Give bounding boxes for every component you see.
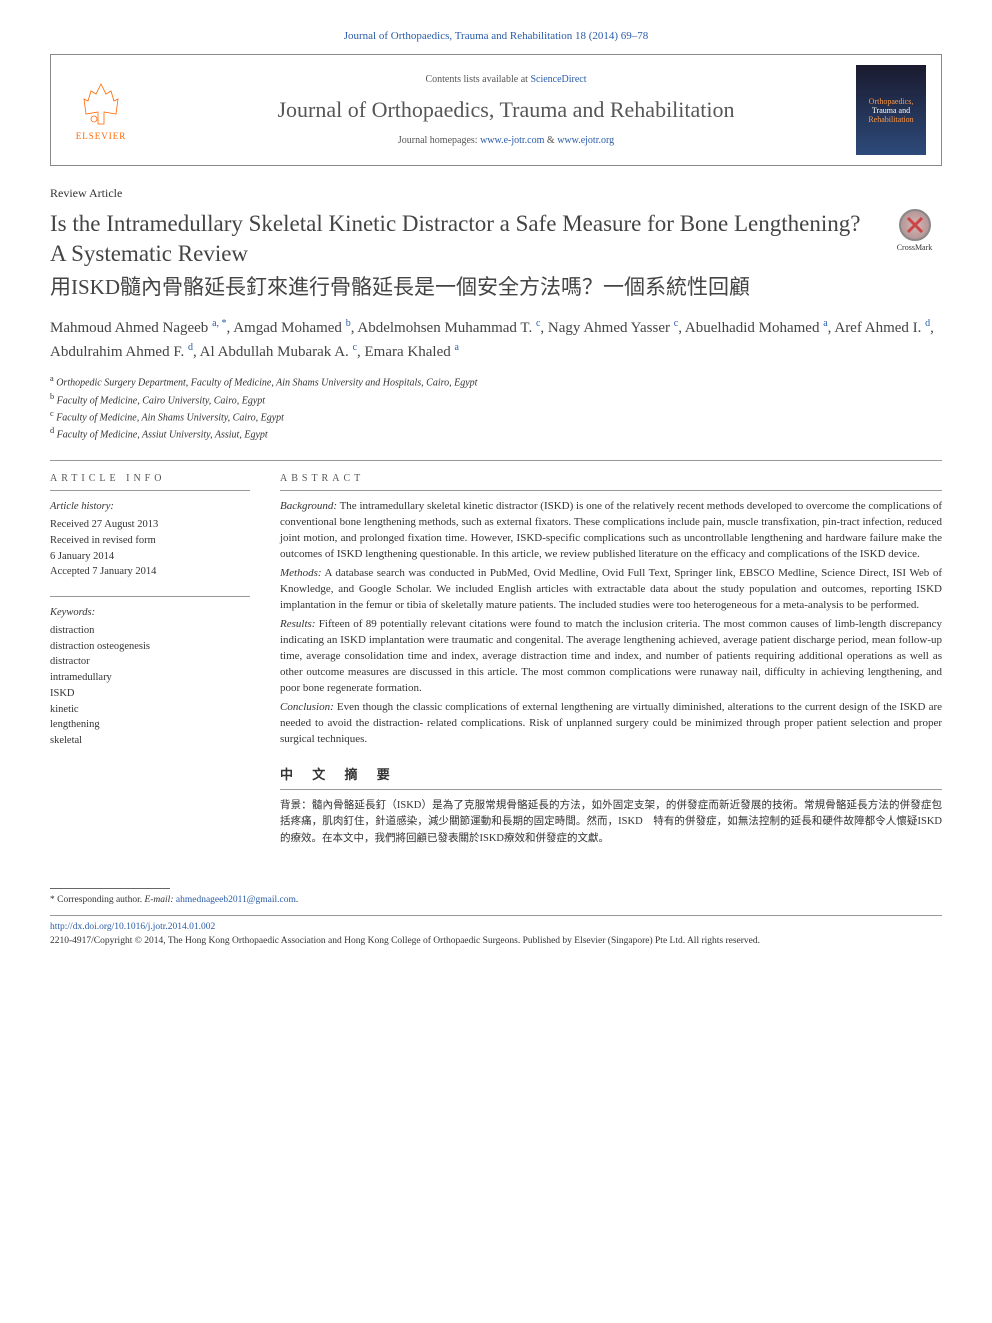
cover-line-3: Rehabilitation bbox=[868, 115, 913, 124]
author-sup: c bbox=[674, 318, 678, 329]
affiliation: a Orthopedic Surgery Department, Faculty… bbox=[50, 373, 942, 390]
keyword: distraction osteogenesis bbox=[50, 639, 250, 655]
article-info-column: ARTICLE INFO Article history: Received 2… bbox=[50, 473, 250, 847]
affiliation: d Faculty of Medicine, Assiut University… bbox=[50, 425, 942, 442]
history-line: Received 27 August 2013 bbox=[50, 517, 250, 533]
keyword: intramedullary bbox=[50, 670, 250, 686]
cover-line-1: Orthopaedics, bbox=[869, 97, 914, 106]
sciencedirect-link[interactable]: ScienceDirect bbox=[530, 74, 586, 85]
abstract-paragraph: Methods: A database search was conducted… bbox=[280, 566, 942, 614]
keywords-block: Keywords: distractiondistraction osteoge… bbox=[50, 596, 250, 749]
history-line: Accepted 7 January 2014 bbox=[50, 564, 250, 580]
abstract-paragraph: Results: Fifteen of 89 potentially relev… bbox=[280, 617, 942, 697]
elsevier-tree-icon bbox=[76, 79, 126, 129]
author: Abdelmohsen Muhammad T. c bbox=[357, 320, 540, 336]
author: Aref Ahmed I. d bbox=[834, 320, 930, 336]
article-info-label: ARTICLE INFO bbox=[50, 473, 250, 484]
author-sup: a bbox=[454, 342, 458, 353]
author: Emara Khaled a bbox=[365, 344, 459, 360]
history-line: 6 January 2014 bbox=[50, 549, 250, 565]
article-type: Review Article bbox=[50, 186, 942, 201]
authors-list: Mahmoud Ahmed Nageeb a, *, Amgad Mohamed… bbox=[50, 316, 942, 363]
header-citation: Journal of Orthopaedics, Trauma and Reha… bbox=[50, 30, 942, 42]
article-history-block: Article history: Received 27 August 2013… bbox=[50, 490, 250, 580]
homepage-sep: & bbox=[544, 135, 557, 146]
header-center: Contents lists available at ScienceDirec… bbox=[156, 74, 856, 146]
abstract-para-label: Background: bbox=[280, 500, 337, 512]
cover-line-2: Trauma and bbox=[872, 106, 910, 115]
keyword: lengthening bbox=[50, 717, 250, 733]
info-abstract-row: ARTICLE INFO Article history: Received 2… bbox=[50, 473, 942, 847]
doi-line: http://dx.doi.org/10.1016/j.jotr.2014.01… bbox=[50, 920, 942, 934]
email-label: E-mail: bbox=[144, 895, 175, 905]
author: Abdulrahim Ahmed F. d bbox=[50, 344, 193, 360]
corr-email-link[interactable]: ahmednageeb2011@gmail.com bbox=[176, 895, 296, 905]
abstract-paragraph: Background: The intramedullary skeletal … bbox=[280, 499, 942, 563]
doi-link[interactable]: http://dx.doi.org/10.1016/j.jotr.2014.01… bbox=[50, 922, 215, 932]
affiliations-list: a Orthopedic Surgery Department, Faculty… bbox=[50, 373, 942, 442]
abstract-para-label: Methods: bbox=[280, 567, 322, 579]
abstract-label: ABSTRACT bbox=[280, 473, 942, 484]
author: Mahmoud Ahmed Nageeb a, * bbox=[50, 320, 227, 336]
author-sup: b bbox=[346, 318, 351, 329]
contents-prefix: Contents lists available at bbox=[425, 74, 530, 85]
crossmark-label: CrossMark bbox=[897, 243, 933, 252]
abstract-body: Background: The intramedullary skeletal … bbox=[280, 490, 942, 747]
homepage-link-2[interactable]: www.ejotr.org bbox=[557, 135, 614, 146]
affiliation: b Faculty of Medicine, Cairo University,… bbox=[50, 391, 942, 408]
corr-prefix: * Corresponding author. bbox=[50, 895, 144, 905]
cn-abstract-body: 背景：髓內骨骼延長釘（ISKD）是為了克服常規骨骼延長的方法，如外固定支架，的併… bbox=[280, 789, 942, 848]
contents-line: Contents lists available at ScienceDirec… bbox=[156, 74, 856, 85]
keywords-heading: Keywords: bbox=[50, 605, 250, 621]
abstract-column: ABSTRACT Background: The intramedullary … bbox=[280, 473, 942, 847]
article-title-en: Is the Intramedullary Skeletal Kinetic D… bbox=[50, 209, 872, 269]
author-sup: a, * bbox=[212, 318, 226, 329]
journal-cover-thumbnail[interactable]: Orthopaedics, Trauma and Rehabilitation bbox=[856, 65, 926, 155]
cn-abstract-label: 中 文 摘 要 bbox=[280, 764, 942, 783]
homepage-prefix: Journal homepages: bbox=[398, 135, 480, 146]
footnote-divider bbox=[50, 888, 170, 889]
keyword: skeletal bbox=[50, 733, 250, 749]
author-sup: a bbox=[823, 318, 827, 329]
history-line: Received in revised form bbox=[50, 533, 250, 549]
crossmark-icon bbox=[899, 209, 931, 241]
affiliation: c Faculty of Medicine, Ain Shams Univers… bbox=[50, 408, 942, 425]
journal-header: ELSEVIER Contents lists available at Sci… bbox=[50, 54, 942, 166]
author: Nagy Ahmed Yasser c bbox=[548, 320, 678, 336]
author-sup: d bbox=[188, 342, 193, 353]
elsevier-label: ELSEVIER bbox=[76, 131, 127, 141]
elsevier-logo[interactable]: ELSEVIER bbox=[66, 73, 136, 148]
divider bbox=[50, 460, 942, 461]
corresponding-author: * Corresponding author. E-mail: ahmednag… bbox=[50, 893, 942, 907]
article-title-cn: 用ISKD髓內骨骼延長釘來進行骨骼延長是一個安全方法嗎？一個系統性回顧 bbox=[50, 273, 872, 302]
keyword: ISKD bbox=[50, 686, 250, 702]
crossmark-badge[interactable]: CrossMark bbox=[887, 209, 942, 264]
title-row: Is the Intramedullary Skeletal Kinetic D… bbox=[50, 209, 942, 316]
journal-name: Journal of Orthopaedics, Trauma and Reha… bbox=[156, 97, 856, 123]
author-sup: c bbox=[353, 342, 357, 353]
abstract-paragraph: Conclusion: Even though the classic comp… bbox=[280, 700, 942, 748]
author: Al Abdullah Mubarak A. c bbox=[200, 344, 357, 360]
homepage-link-1[interactable]: www.e-jotr.com bbox=[480, 135, 544, 146]
author-sup: c bbox=[536, 318, 540, 329]
author: Amgad Mohamed b bbox=[233, 320, 350, 336]
copyright-line: 2210-4917/Copyright © 2014, The Hong Kon… bbox=[50, 934, 942, 948]
history-heading: Article history: bbox=[50, 499, 250, 515]
journal-homepage: Journal homepages: www.e-jotr.com & www.… bbox=[156, 135, 856, 146]
keyword: distraction bbox=[50, 623, 250, 639]
footer: * Corresponding author. E-mail: ahmednag… bbox=[50, 888, 942, 949]
keyword: kinetic bbox=[50, 702, 250, 718]
abstract-para-label: Conclusion: bbox=[280, 701, 334, 713]
full-divider bbox=[50, 915, 942, 916]
author-sup: d bbox=[925, 318, 930, 329]
keyword: distractor bbox=[50, 654, 250, 670]
author: Abuelhadid Mohamed a bbox=[685, 320, 828, 336]
email-suffix: . bbox=[296, 895, 298, 905]
abstract-para-label: Results: bbox=[280, 618, 315, 630]
